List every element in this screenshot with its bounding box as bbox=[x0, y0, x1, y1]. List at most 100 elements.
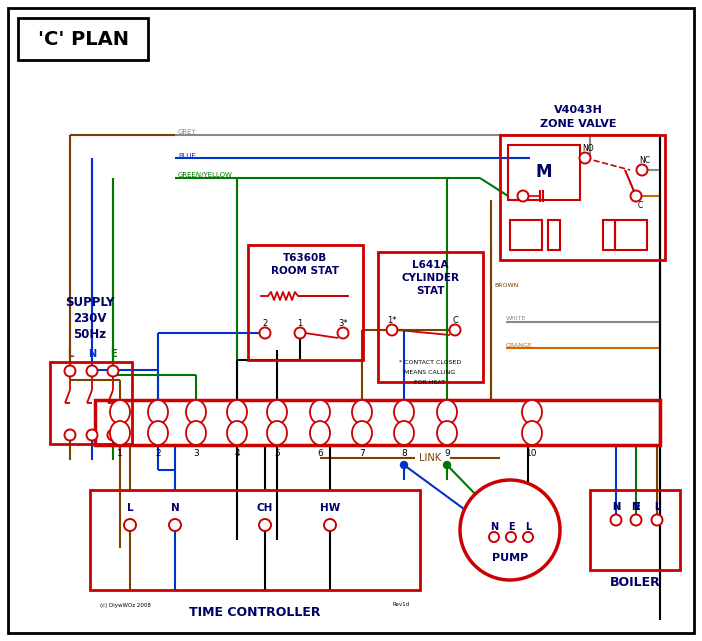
Text: * CONTACT CLOSED: * CONTACT CLOSED bbox=[399, 360, 461, 365]
Text: 6: 6 bbox=[317, 449, 323, 458]
Circle shape bbox=[169, 519, 181, 531]
Text: L: L bbox=[126, 503, 133, 513]
Bar bbox=[50, 362, 132, 444]
Text: ORANGE: ORANGE bbox=[506, 342, 533, 347]
Circle shape bbox=[86, 365, 98, 376]
Circle shape bbox=[460, 480, 560, 580]
Circle shape bbox=[449, 324, 461, 335]
Circle shape bbox=[387, 324, 397, 335]
Circle shape bbox=[107, 429, 119, 440]
Text: 4: 4 bbox=[234, 449, 240, 458]
Circle shape bbox=[489, 532, 499, 542]
Ellipse shape bbox=[522, 400, 542, 424]
Text: PUMP: PUMP bbox=[492, 553, 528, 563]
Ellipse shape bbox=[394, 400, 414, 424]
Bar bbox=[248, 245, 363, 360]
Bar bbox=[90, 490, 420, 590]
Ellipse shape bbox=[148, 421, 168, 445]
Text: C: C bbox=[637, 201, 642, 210]
Text: 1*: 1* bbox=[388, 315, 397, 324]
Circle shape bbox=[65, 365, 76, 376]
Circle shape bbox=[630, 515, 642, 526]
Ellipse shape bbox=[394, 421, 414, 445]
Text: 7: 7 bbox=[359, 449, 365, 458]
Ellipse shape bbox=[522, 421, 542, 445]
Text: GREY: GREY bbox=[178, 129, 197, 135]
Circle shape bbox=[517, 190, 529, 201]
Text: GREEN/YELLOW: GREEN/YELLOW bbox=[178, 172, 233, 178]
Text: ROOM STAT: ROOM STAT bbox=[271, 266, 339, 276]
Text: N: N bbox=[612, 502, 620, 512]
Text: CH: CH bbox=[257, 503, 273, 513]
Ellipse shape bbox=[227, 400, 247, 424]
Bar bbox=[508, 145, 580, 200]
Text: N: N bbox=[612, 502, 620, 512]
Text: 1: 1 bbox=[117, 449, 123, 458]
Text: 9: 9 bbox=[444, 449, 450, 458]
Text: BOILER: BOILER bbox=[609, 576, 661, 588]
Ellipse shape bbox=[352, 421, 372, 445]
Text: L: L bbox=[525, 522, 531, 532]
Ellipse shape bbox=[227, 421, 247, 445]
Ellipse shape bbox=[310, 421, 330, 445]
Ellipse shape bbox=[437, 400, 457, 424]
Ellipse shape bbox=[186, 421, 206, 445]
Text: N: N bbox=[171, 503, 180, 513]
Circle shape bbox=[124, 519, 136, 531]
Ellipse shape bbox=[110, 421, 130, 445]
Circle shape bbox=[260, 328, 270, 338]
Text: 1: 1 bbox=[298, 319, 303, 328]
Circle shape bbox=[338, 328, 348, 338]
Text: STAT: STAT bbox=[416, 286, 444, 296]
Bar bbox=[95, 400, 660, 445]
Circle shape bbox=[611, 515, 621, 526]
Text: 50Hz: 50Hz bbox=[74, 328, 107, 340]
Text: CYLINDER: CYLINDER bbox=[401, 273, 459, 283]
Bar bbox=[476, 513, 544, 547]
Text: HW: HW bbox=[320, 503, 340, 513]
Text: E: E bbox=[633, 502, 640, 512]
Circle shape bbox=[506, 532, 516, 542]
Ellipse shape bbox=[148, 400, 168, 424]
Text: NC: NC bbox=[640, 156, 651, 165]
Circle shape bbox=[295, 328, 305, 338]
Text: TIME CONTROLLER: TIME CONTROLLER bbox=[190, 606, 321, 619]
Bar bbox=[510, 220, 542, 250]
Circle shape bbox=[444, 462, 451, 469]
Circle shape bbox=[107, 365, 119, 376]
Text: BLUE: BLUE bbox=[178, 153, 196, 159]
Circle shape bbox=[630, 190, 642, 201]
Circle shape bbox=[324, 519, 336, 531]
Circle shape bbox=[65, 429, 76, 440]
Text: 3: 3 bbox=[193, 449, 199, 458]
Text: 8: 8 bbox=[401, 449, 407, 458]
Text: SUPPLY: SUPPLY bbox=[65, 296, 114, 308]
Circle shape bbox=[579, 153, 590, 163]
Ellipse shape bbox=[352, 400, 372, 424]
Ellipse shape bbox=[437, 421, 457, 445]
Text: E: E bbox=[508, 522, 515, 532]
Text: FOR HEAT: FOR HEAT bbox=[414, 379, 446, 385]
Text: V4043H: V4043H bbox=[554, 105, 602, 115]
Ellipse shape bbox=[267, 400, 287, 424]
Text: LINK: LINK bbox=[419, 453, 441, 463]
Text: 5: 5 bbox=[274, 449, 280, 458]
Bar bbox=[548, 220, 560, 250]
Text: L641A: L641A bbox=[412, 260, 449, 270]
Text: 230V: 230V bbox=[73, 312, 107, 324]
Text: N: N bbox=[631, 502, 639, 512]
Text: L: L bbox=[67, 349, 73, 359]
Text: ZONE VALVE: ZONE VALVE bbox=[540, 119, 616, 129]
Text: 2: 2 bbox=[155, 449, 161, 458]
Text: E: E bbox=[110, 349, 117, 359]
Text: M: M bbox=[536, 163, 552, 181]
Text: C: C bbox=[452, 315, 458, 324]
Bar bbox=[18, 18, 148, 60]
Bar bbox=[615, 220, 647, 250]
Text: MEANS CALLING: MEANS CALLING bbox=[404, 369, 456, 374]
Text: 3*: 3* bbox=[338, 319, 347, 328]
Text: NO: NO bbox=[582, 144, 594, 153]
Text: N: N bbox=[88, 349, 96, 359]
Text: WHITE: WHITE bbox=[506, 315, 526, 320]
Text: Rev1d: Rev1d bbox=[393, 603, 410, 608]
